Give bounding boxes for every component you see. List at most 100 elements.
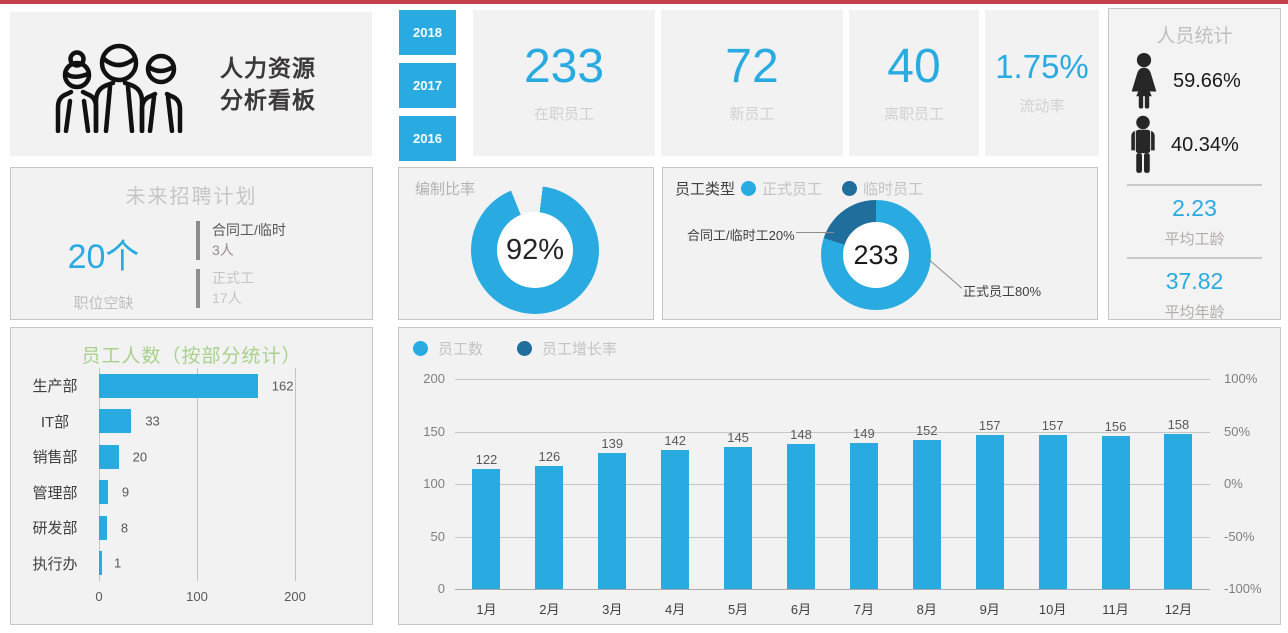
avg-tenure-label: 平均工龄 bbox=[1164, 231, 1225, 248]
legend-dot-temp[interactable] bbox=[842, 181, 858, 196]
dept-gridline bbox=[197, 368, 198, 581]
dept-bar-track: 1 bbox=[99, 551, 366, 576]
kpi-departed-employees: 40 离职员工 bbox=[849, 10, 979, 156]
dept-row: 管理部 9 bbox=[11, 475, 366, 511]
month-label: 12月 bbox=[1164, 602, 1193, 617]
avg-age-value: 37.82 bbox=[1165, 268, 1224, 294]
dept-bar bbox=[99, 480, 108, 505]
dept-bar-track: 162 bbox=[99, 373, 366, 398]
panel-title: 编制比率 bbox=[415, 181, 476, 198]
dept-category-label: 研发部 bbox=[32, 520, 78, 538]
dept-x-tick: 100 bbox=[186, 589, 208, 604]
month-column: 149 7月 bbox=[849, 379, 878, 617]
callout-temp-line bbox=[796, 232, 834, 233]
dept-bar bbox=[99, 409, 132, 434]
divider bbox=[1127, 184, 1262, 186]
dashboard-title: 人力资源 分析看板 bbox=[220, 54, 316, 113]
employee-type-legend: 员工类型 正式员工 临时员工 bbox=[675, 178, 923, 199]
male-stat-row: 40.34% bbox=[1109, 114, 1280, 176]
kpi-value: 40 bbox=[887, 39, 941, 93]
callout-temp-label: 合同工/临时工20% bbox=[687, 228, 795, 243]
legend-item-temp[interactable]: 临时员工 bbox=[863, 181, 924, 198]
right-axis-tick: 0% bbox=[1224, 476, 1243, 491]
month-label: 11月 bbox=[1102, 602, 1129, 617]
month-column: 157 9月 bbox=[975, 379, 1004, 617]
kpi-label: 在职员工 bbox=[533, 105, 594, 123]
dept-bar-value: 9 bbox=[121, 484, 130, 500]
dept-bar-value: 162 bbox=[271, 378, 294, 394]
month-label: 10月 bbox=[1038, 602, 1067, 617]
bar-value-label: 145 bbox=[727, 429, 749, 445]
kpi-label: 离职员工 bbox=[883, 105, 944, 123]
headcount-bar bbox=[975, 435, 1004, 589]
month-column: 156 11月 bbox=[1101, 379, 1130, 617]
dept-gridlines bbox=[99, 368, 296, 581]
kpi-label: 新员工 bbox=[729, 105, 775, 123]
bar-value-label: 149 bbox=[853, 425, 875, 441]
left-axis-tick: 150 bbox=[423, 423, 445, 439]
dept-bar bbox=[99, 551, 102, 576]
legend-dot-formal[interactable] bbox=[741, 181, 757, 196]
legend-item-headcount[interactable]: 员工数 bbox=[438, 341, 484, 358]
dept-category-label: 管理部 bbox=[32, 484, 78, 502]
monthly-legend: 员工数 员工增长率 bbox=[413, 338, 617, 359]
headcount-bar bbox=[1164, 434, 1193, 589]
dept-x-tick: 200 bbox=[284, 589, 306, 604]
legend-dot-growth[interactable] bbox=[517, 341, 533, 356]
headcount-bar bbox=[472, 469, 501, 589]
month-column: 145 5月 bbox=[724, 379, 753, 617]
month-column: 158 12月 bbox=[1164, 379, 1193, 617]
headcount-bar bbox=[1038, 435, 1067, 589]
dept-row: 生产部 162 bbox=[11, 368, 366, 404]
year-button-2016[interactable]: 2016 bbox=[399, 116, 456, 161]
month-label: 7月 bbox=[853, 602, 874, 617]
male-icon bbox=[1131, 115, 1155, 173]
bar-value-label: 158 bbox=[1167, 417, 1190, 433]
female-percentage: 59.66% bbox=[1173, 69, 1241, 92]
dept-headcount-panel: 员工人数（按部分统计） 生产部 162 IT部 33 销售部 20 管理部 9 研发部 8 执行办 1… bbox=[10, 327, 373, 625]
right-axis-tick: -50% bbox=[1224, 528, 1255, 544]
dept-row: 研发部 8 bbox=[11, 510, 366, 546]
dept-category-label: 生产部 bbox=[32, 378, 78, 396]
female-icon bbox=[1131, 52, 1157, 109]
personnel-stats-panel: 人员统计 59.66% 40.34% 2.23 平均工龄 37.82 bbox=[1108, 8, 1281, 321]
legend-item-formal[interactable]: 正式员工 bbox=[762, 181, 823, 198]
dept-bar-track: 8 bbox=[99, 515, 366, 540]
monthly-gridline bbox=[455, 536, 1210, 538]
kpi-value: 1.75% bbox=[995, 48, 1089, 85]
left-axis-labels: 200 150 100 50 0 bbox=[411, 371, 455, 596]
dept-bar-track: 9 bbox=[99, 480, 366, 505]
staffing-ratio-donut: 92% bbox=[471, 186, 599, 314]
employee-type-donut: 233 bbox=[821, 200, 931, 310]
dept-bar-track: 33 bbox=[99, 409, 366, 434]
legend-item-growth[interactable]: 员工增长率 bbox=[542, 341, 618, 358]
month-column: 152 8月 bbox=[912, 379, 941, 617]
dept-category-label: 执行办 bbox=[32, 555, 78, 573]
bar-value-label: 122 bbox=[475, 452, 498, 468]
dept-bar-track: 20 bbox=[99, 444, 366, 469]
bar-value-label: 142 bbox=[664, 432, 687, 448]
month-column: 126 2月 bbox=[535, 379, 564, 617]
bar-value-label: 126 bbox=[538, 448, 561, 464]
headcount-bar bbox=[598, 452, 627, 589]
monthly-chart: 200 150 100 50 0 122 1月 126 2月 139 3月 142 4月 145 5月 14… bbox=[411, 371, 1274, 617]
month-label: 4月 bbox=[665, 602, 686, 617]
dept-row: IT部 33 bbox=[11, 404, 366, 440]
right-axis-tick: 50% bbox=[1224, 423, 1251, 439]
divider bbox=[1127, 257, 1262, 259]
headcount-bar bbox=[724, 446, 753, 589]
dept-bar bbox=[99, 444, 119, 469]
item-value: 3人 bbox=[212, 241, 234, 258]
legend-dot-headcount[interactable] bbox=[413, 341, 428, 356]
dept-bar-value: 33 bbox=[145, 413, 160, 429]
year-button-2018[interactable]: 2018 bbox=[399, 10, 456, 55]
monthly-columns: 122 1月 126 2月 139 3月 142 4月 145 5月 148 6月 149 7月 152 8月… bbox=[455, 379, 1210, 617]
month-label: 1月 bbox=[476, 602, 497, 617]
dept-gridline bbox=[295, 368, 296, 581]
callout-formal-label: 正式员工80% bbox=[963, 284, 1042, 299]
year-button-2017[interactable]: 2017 bbox=[399, 63, 456, 108]
people-logo-icon bbox=[55, 43, 183, 133]
dept-rows: 生产部 162 IT部 33 销售部 20 管理部 9 研发部 8 执行办 1 bbox=[11, 368, 366, 581]
dept-bar-value: 8 bbox=[120, 520, 129, 536]
